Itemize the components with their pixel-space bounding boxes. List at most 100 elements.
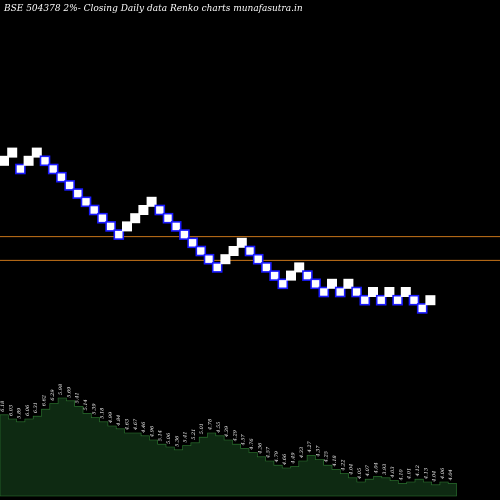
volume-label: 4.39: [224, 425, 230, 438]
volume-label: 5.01: [199, 423, 205, 434]
renko-brick-down: [64, 180, 75, 191]
volume-label: 4.13: [423, 468, 429, 480]
renko-brick-up: [425, 295, 436, 306]
renko-brick-down: [244, 245, 256, 257]
volume-label: 4.22: [340, 459, 346, 471]
volume-label: 4.36: [257, 442, 263, 455]
renko-brick-up: [23, 155, 34, 166]
volume-label: 4.99: [108, 411, 114, 424]
renko-brick-down: [72, 188, 84, 199]
volume-label: 5.39: [91, 403, 97, 415]
renko-brick-down: [113, 229, 125, 240]
volume-label: 4.49: [291, 452, 297, 465]
renko-brick-down: [47, 163, 59, 175]
volume-label: 6.18: [0, 401, 6, 412]
volume-label: 6.62: [42, 395, 48, 406]
renko-brick-up: [146, 196, 157, 207]
volume-label: 5.14: [83, 399, 89, 410]
renko-brick-down: [56, 171, 67, 183]
volume-label: 5.14: [158, 430, 164, 441]
horizontal-lines: [0, 236, 500, 261]
volume-label: 4.29: [232, 429, 238, 442]
renko-brick-down: [80, 196, 92, 208]
volume-label: 6.31: [33, 402, 39, 413]
renko-brick-down: [375, 294, 387, 306]
renko-brick-down: [261, 262, 272, 273]
renko-bricks: [0, 147, 436, 314]
renko-brick-up: [220, 254, 231, 265]
renko-brick-up: [122, 221, 132, 232]
volume-label: 4.96: [149, 425, 155, 438]
renko-brick-down: [179, 229, 190, 240]
volume-label: 5.21: [191, 429, 197, 440]
volume-label: 4.18: [332, 455, 338, 467]
renko-brick-down: [39, 155, 51, 167]
volume-label: 4.37: [315, 445, 321, 458]
renko-brick-up: [130, 213, 141, 224]
volume-label: 3.93: [382, 464, 388, 475]
volume-label: 4.46: [141, 421, 147, 434]
volume-label: 4.63: [125, 419, 131, 431]
renko-brick-down: [310, 278, 321, 290]
volume-label: 4.79: [274, 450, 280, 463]
renko-brick-up: [294, 262, 305, 273]
renko-brick-up: [343, 278, 354, 289]
volume-label: 6.03: [8, 405, 14, 416]
renko-brick-up: [228, 246, 239, 256]
renko-brick-down: [105, 221, 116, 232]
volume-label: 5.41: [183, 431, 189, 442]
renko-brick-down: [162, 212, 174, 224]
volume-label: 4.33: [299, 447, 305, 459]
volume-label: 5.06: [166, 432, 172, 444]
volume-label: 4.04: [374, 462, 380, 474]
renko-brick-up: [138, 205, 149, 215]
renko-brick-up: [236, 237, 247, 248]
volume-label: 4.12: [415, 465, 421, 477]
volume-label: 4.06: [440, 467, 446, 480]
volume-label: 4.05: [357, 468, 363, 480]
volume-label: 4.27: [307, 440, 313, 453]
renko-brick-up: [0, 155, 9, 166]
renko-brick-down: [392, 294, 403, 306]
volume-label: 5.18: [100, 408, 106, 419]
renko-brick-down: [88, 204, 100, 216]
volume-label: 4.57: [241, 433, 247, 446]
volume-label: 4.78: [208, 419, 214, 431]
renko-brick-down: [302, 270, 313, 281]
volume-label: 5.36: [174, 435, 180, 447]
volume-label: 4.84: [116, 415, 122, 427]
renko-brick-down: [187, 237, 198, 249]
volume-label: 5.41: [75, 392, 81, 403]
renko-brick-up: [368, 287, 378, 297]
volume-label: 4.04: [349, 464, 355, 476]
chart-title: BSE 504378 2%- Closing Daily data Renko …: [3, 4, 303, 14]
volume-label: 4.67: [133, 418, 139, 431]
renko-brick-down: [195, 245, 207, 257]
renko-brick-up: [286, 270, 296, 281]
renko-brick-up: [384, 287, 395, 297]
volume-label: 6.29: [50, 389, 56, 401]
volume-label: 5.69: [66, 386, 72, 398]
renko-brick-down: [416, 303, 428, 314]
renko-brick-up: [7, 147, 18, 158]
volume-label: 6.06: [25, 404, 31, 416]
volume-label: 4.10: [398, 468, 404, 481]
volume-label: 4.76: [249, 438, 255, 451]
renko-brick-down: [359, 294, 371, 306]
volume-label: 4.04: [432, 471, 438, 483]
volume-label: 4.66: [282, 453, 288, 466]
volume-area-path: [0, 397, 457, 497]
volume-label: 4.01: [407, 468, 413, 480]
renko-brick-up: [31, 147, 42, 158]
renko-brick-down: [318, 286, 330, 298]
volume-label: 4.07: [365, 464, 371, 477]
volume-label: 5.98: [58, 384, 64, 395]
renko-brick-down: [170, 221, 182, 232]
volume-label: 4.03: [390, 466, 396, 478]
volume-label: 5.89: [17, 407, 23, 419]
renko-brick-down: [252, 253, 264, 265]
renko-brick-down: [97, 212, 108, 224]
renko-brick-down: [277, 278, 289, 290]
renko-brick-down: [334, 286, 346, 298]
